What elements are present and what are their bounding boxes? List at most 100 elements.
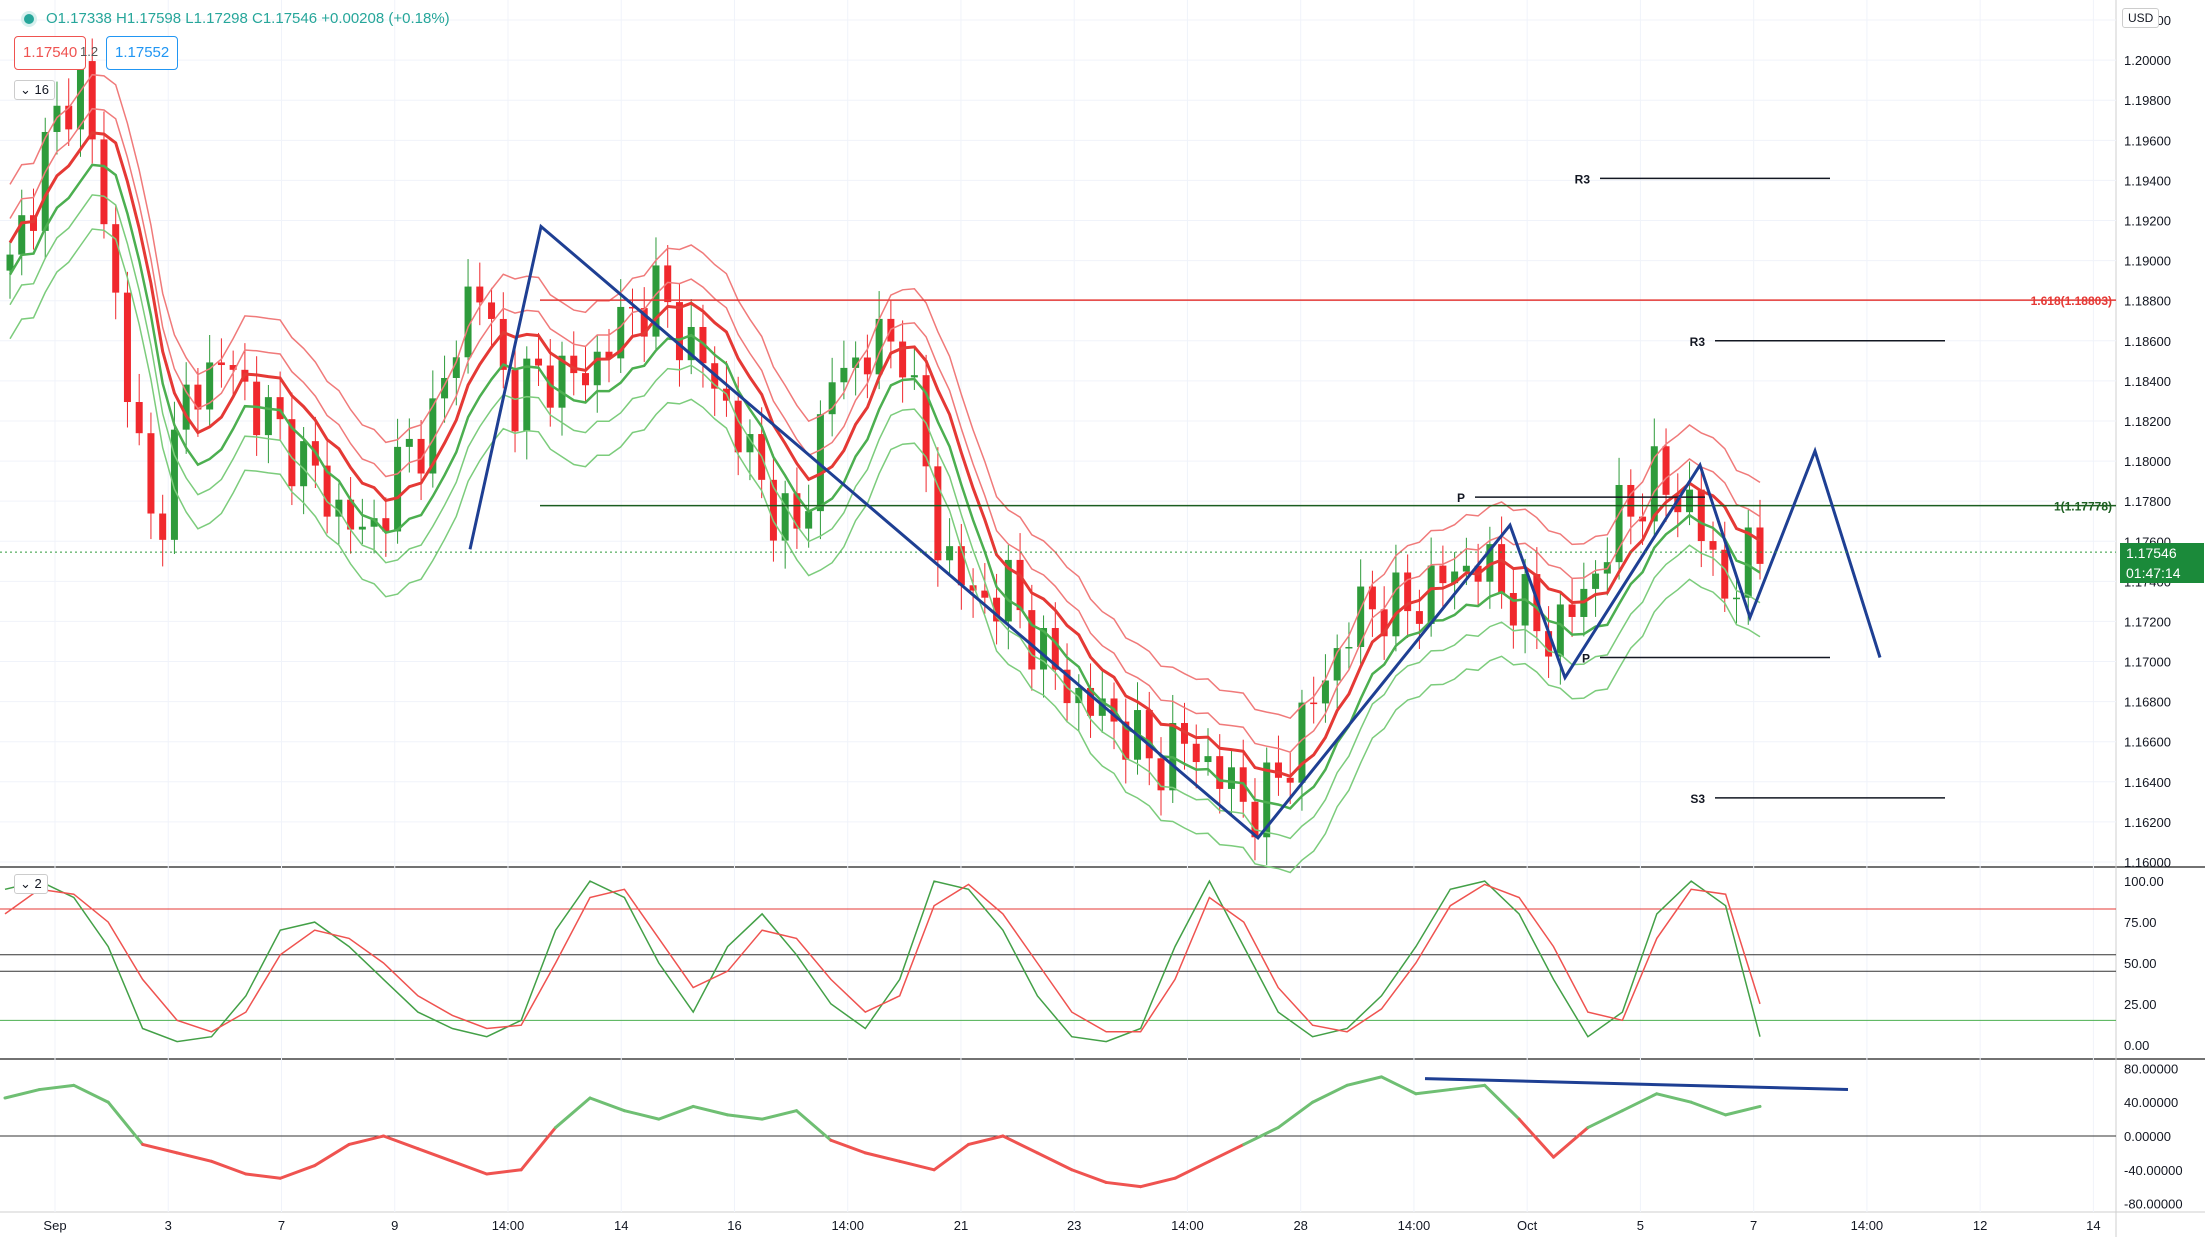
sell-price-button[interactable]: 1.17540: [14, 36, 87, 70]
candle-body: [746, 434, 754, 453]
candle-body: [323, 465, 331, 517]
candle-body: [664, 265, 672, 303]
momentum-segment: [485, 1168, 523, 1176]
momentum-segment: [1070, 1168, 1108, 1184]
candle-body: [135, 402, 143, 434]
y-tick-label: 75.00: [2124, 915, 2157, 930]
momentum-segment: [106, 1100, 145, 1146]
candle-body: [910, 375, 918, 378]
lower-envelope-inner: [9, 194, 1761, 840]
upper-envelope-inner: [9, 107, 1761, 754]
y-tick-label: -40.00000: [2124, 1163, 2183, 1178]
candle-body: [546, 365, 554, 408]
momentum-segment: [863, 1151, 902, 1163]
y-tick-label: 1.19800: [2124, 93, 2171, 108]
momentum-segment: [1311, 1083, 1349, 1104]
candle-body: [1216, 756, 1224, 789]
candle-body: [769, 479, 777, 541]
candle-body: [969, 585, 977, 591]
x-tick-label: 23: [1067, 1218, 1081, 1233]
last-price-tag: 1.17546: [2120, 543, 2204, 563]
candle-body: [957, 546, 965, 586]
momentum-segment: [278, 1164, 317, 1180]
candle-body: [1756, 527, 1764, 564]
x-tick-label: 14: [2086, 1218, 2100, 1233]
spread-value: 1.2: [80, 44, 99, 59]
pane1-collapse-toggle[interactable]: ⌄ 16: [14, 80, 55, 100]
level-label: 1(1.17778): [2054, 500, 2112, 514]
momentum-segment: [416, 1147, 454, 1163]
candle-body: [1592, 573, 1600, 589]
candle-body: [182, 384, 190, 430]
candle-body: [464, 286, 472, 358]
candle-body: [29, 215, 37, 231]
momentum-segment: [1035, 1151, 1074, 1172]
x-tick-label: 7: [278, 1218, 285, 1233]
candle-body: [1404, 572, 1412, 612]
currency-label[interactable]: USD: [2122, 8, 2160, 28]
y-tick-label: 0.00000: [2124, 1129, 2171, 1144]
x-tick-label: 7: [1750, 1218, 1757, 1233]
candle-body: [159, 513, 167, 540]
y-tick-label: 80.00000: [2124, 1061, 2178, 1076]
momentum-segment: [1483, 1083, 1521, 1121]
y-tick-label: 1.19000: [2124, 254, 2171, 269]
candle-body: [981, 590, 989, 598]
candle-body: [1733, 597, 1741, 600]
candle-body: [558, 355, 566, 408]
moving-average-red: [8, 131, 1761, 779]
y-tick-label: -80.00000: [2124, 1197, 2183, 1212]
momentum-segment: [1379, 1075, 1418, 1096]
y-tick-label: 1.17200: [2124, 614, 2171, 629]
candle-body: [1087, 687, 1095, 716]
candle-body: [1568, 604, 1576, 617]
candle-body: [488, 302, 496, 319]
candle-body: [828, 382, 836, 415]
momentum-segment: [3, 1088, 41, 1100]
level-label: S3: [1690, 792, 1705, 806]
momentum-segment: [347, 1134, 386, 1146]
candle-body: [1122, 721, 1130, 760]
momentum-segment: [967, 1134, 1005, 1146]
zigzag-pattern: [468, 223, 1882, 841]
candle-body: [570, 355, 578, 374]
buy-price-button[interactable]: 1.17552: [106, 36, 179, 70]
level-label: R3: [1690, 335, 1706, 349]
y-tick-label: 1.16600: [2124, 735, 2171, 750]
momentum-segment: [1552, 1126, 1590, 1159]
candle-body: [1486, 544, 1494, 582]
candle-body: [405, 438, 413, 447]
x-tick-label: 16: [727, 1218, 741, 1233]
candle-body: [582, 373, 590, 386]
candle-body: [1650, 446, 1658, 522]
candle-body: [922, 375, 930, 467]
candle-body: [687, 326, 695, 361]
pane2-collapse-toggle[interactable]: ⌄ 2: [14, 874, 48, 894]
y-tick-label: 1.20000: [2124, 53, 2171, 68]
y-tick-label: 1.19600: [2124, 133, 2171, 148]
candle-body: [76, 61, 84, 130]
candle-body: [1145, 710, 1153, 759]
candle-body: [1462, 565, 1470, 572]
candle-body: [628, 306, 636, 309]
divergence-trendline: [1424, 1077, 1849, 1092]
candle-body: [170, 429, 178, 540]
y-tick-label: 1.18800: [2124, 294, 2171, 309]
candle-body: [476, 286, 484, 303]
x-tick-label: Oct: [1517, 1218, 1538, 1233]
candle-body: [499, 318, 507, 370]
y-tick-label: 1.18200: [2124, 414, 2171, 429]
momentum-segment: [760, 1109, 798, 1121]
y-tick-label: 0.00: [2124, 1038, 2149, 1053]
momentum-segment: [898, 1159, 936, 1172]
candle-body: [41, 131, 49, 231]
x-tick-label: 3: [165, 1218, 172, 1233]
candle-body: [1098, 698, 1106, 716]
candle-body: [206, 362, 214, 410]
candle-body: [1439, 565, 1447, 584]
x-tick-label: 14:00: [831, 1218, 864, 1233]
momentum-segment: [1001, 1134, 1039, 1155]
momentum-segment: [1655, 1092, 1693, 1104]
candle-body: [675, 302, 683, 361]
